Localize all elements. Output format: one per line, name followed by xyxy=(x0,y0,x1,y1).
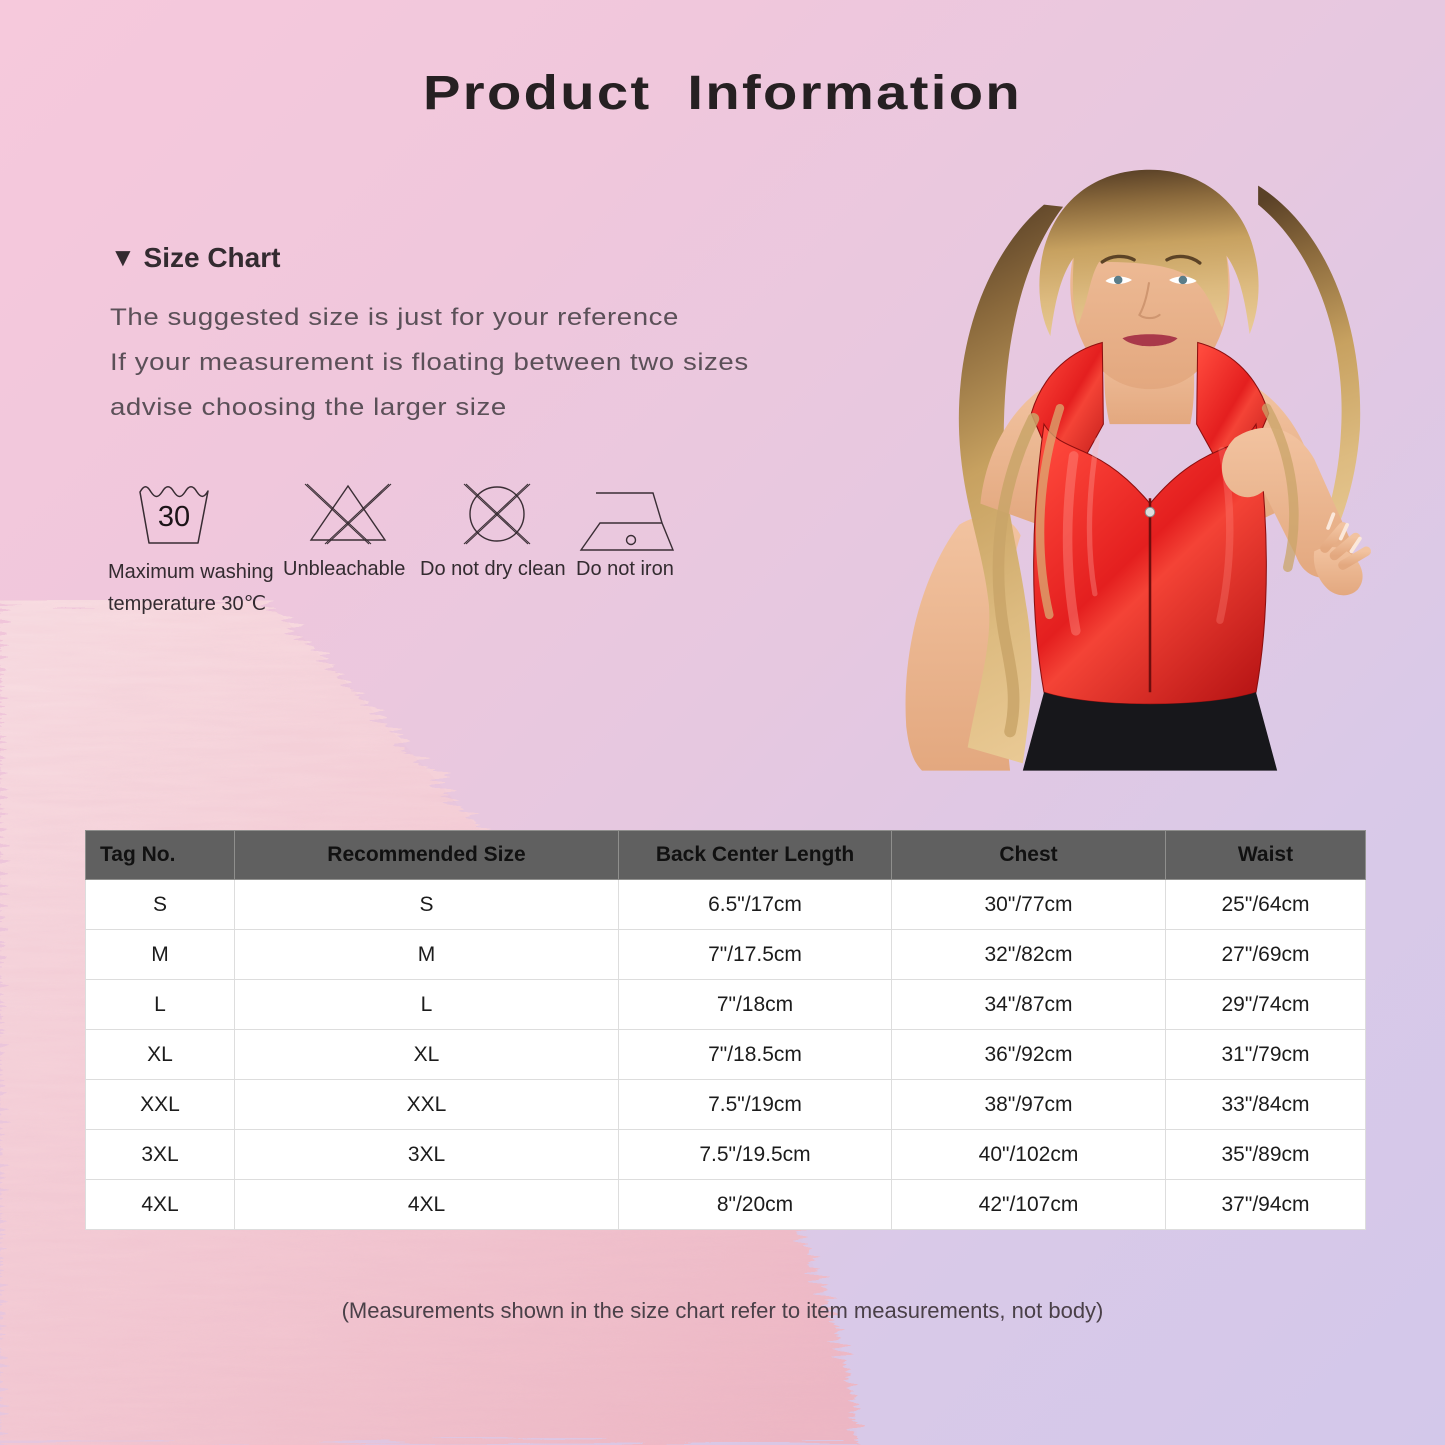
svg-text:30: 30 xyxy=(158,501,190,533)
